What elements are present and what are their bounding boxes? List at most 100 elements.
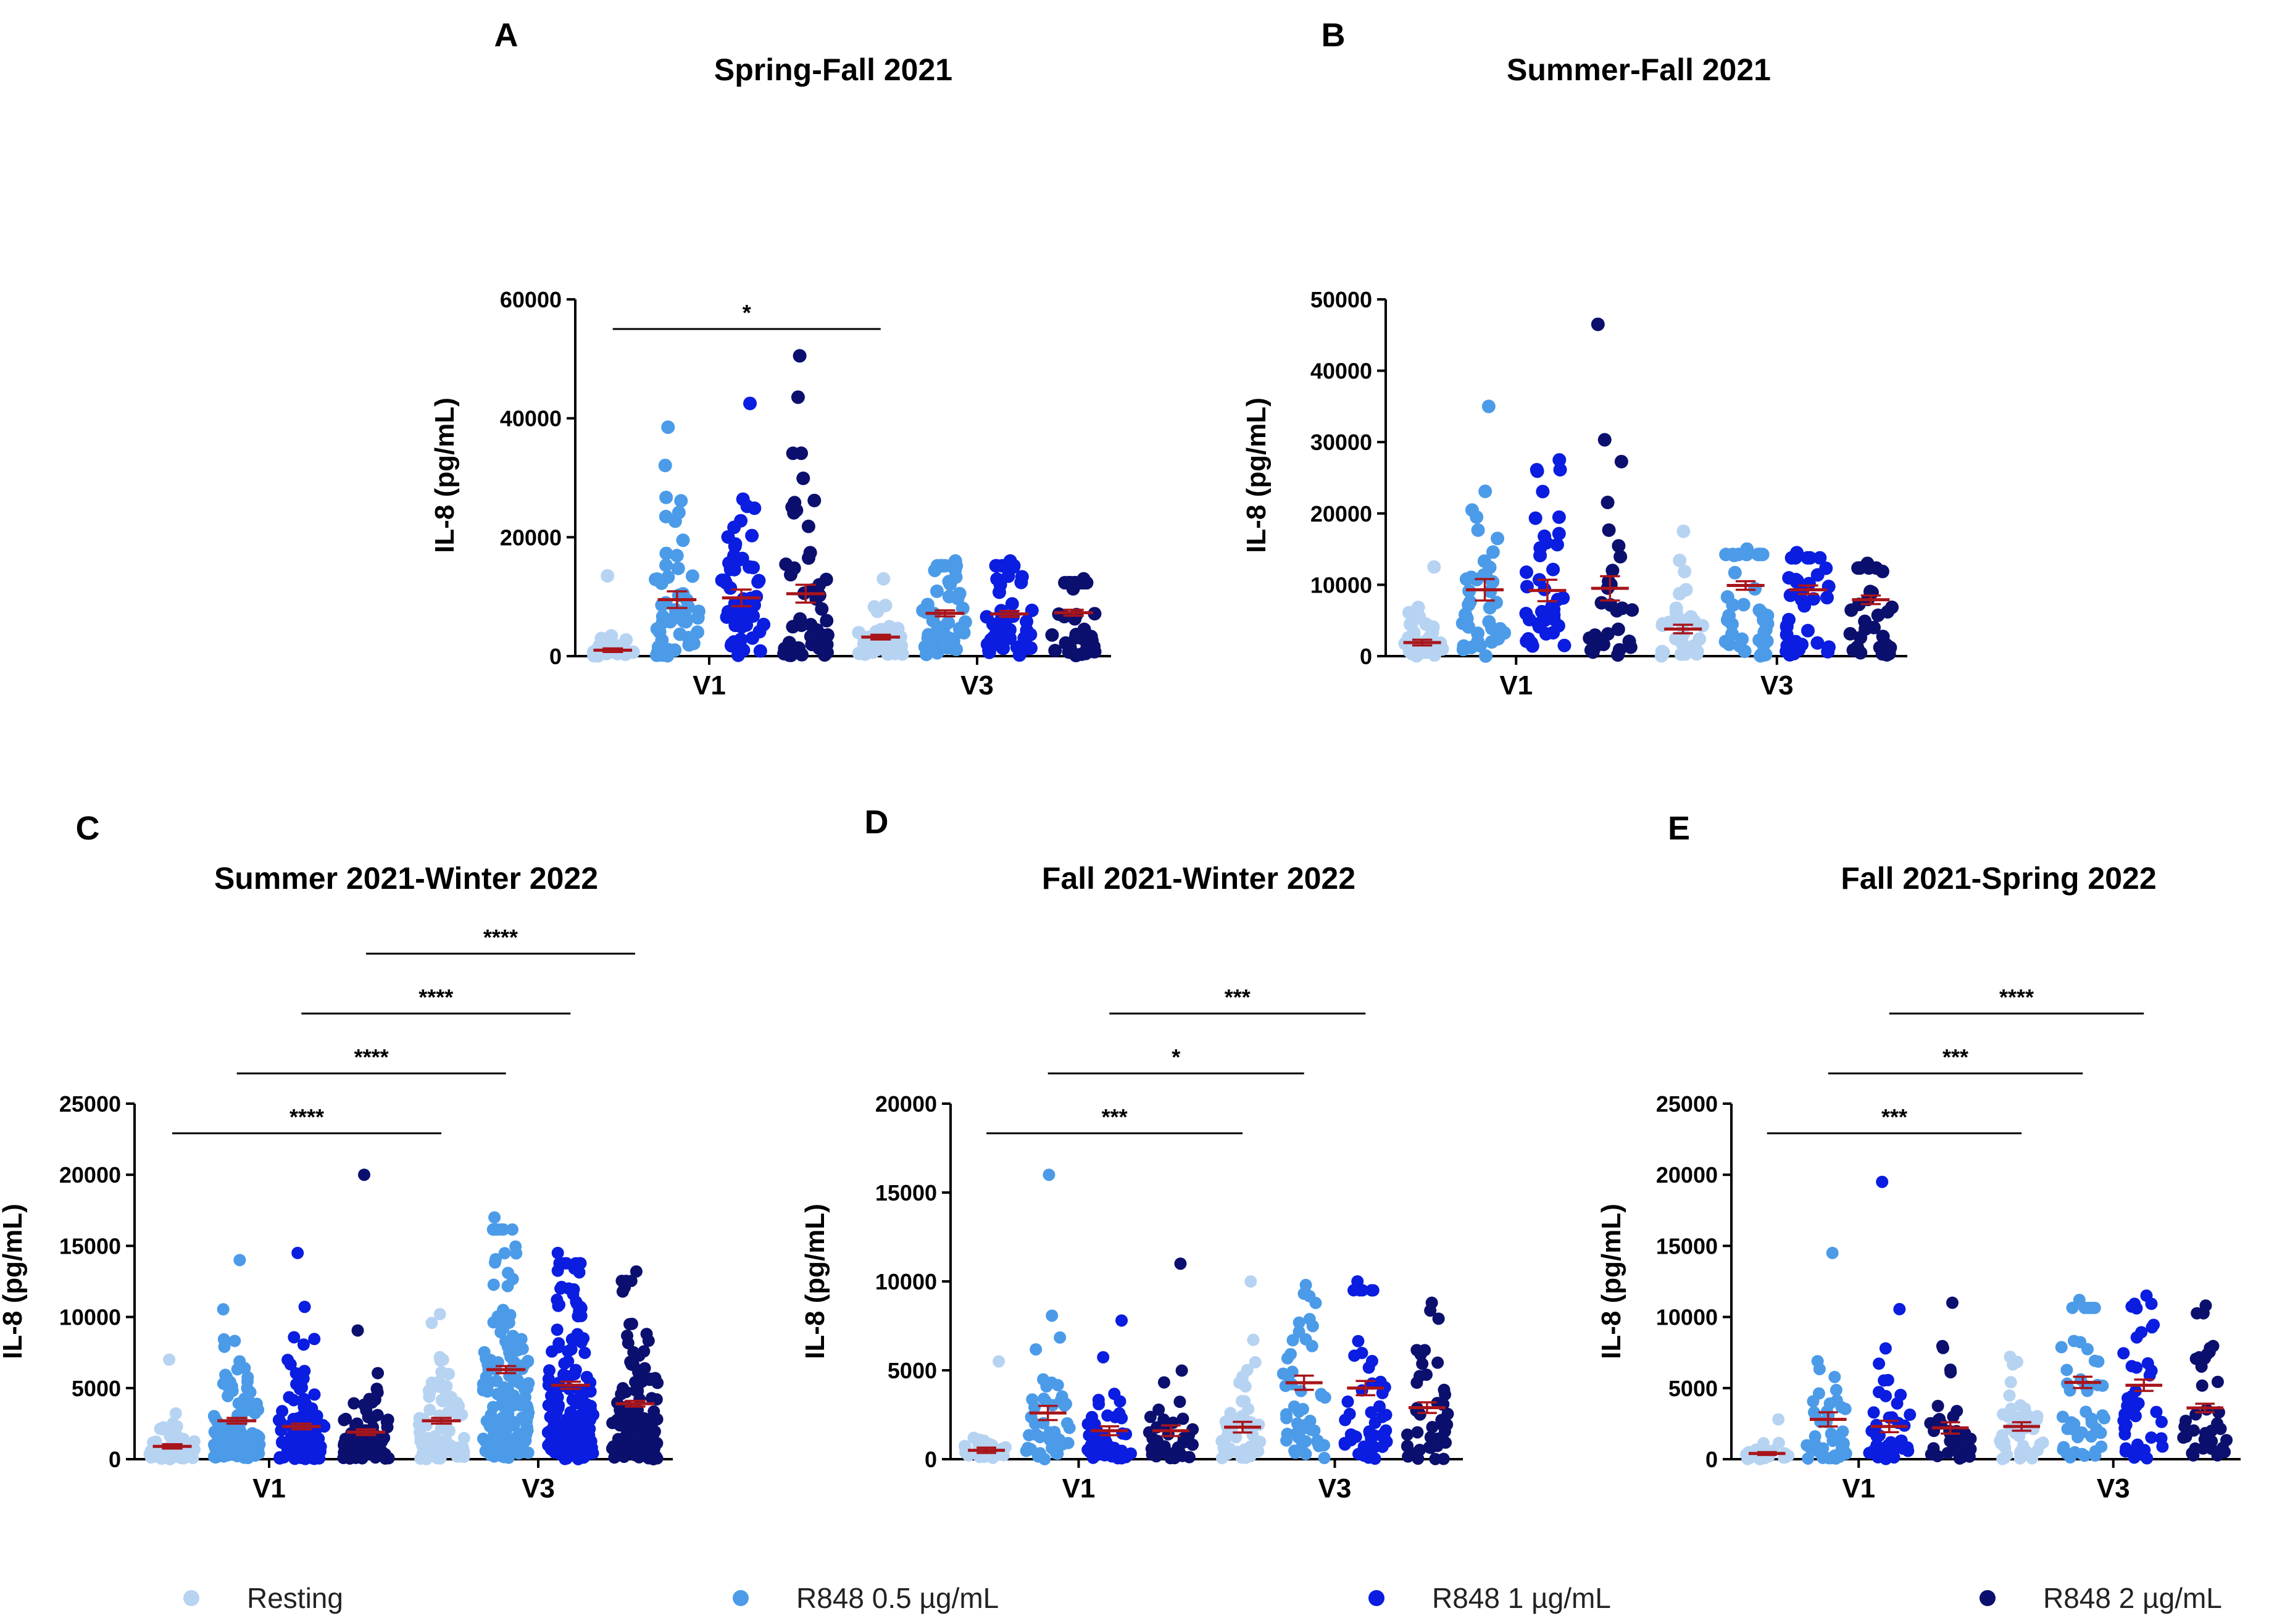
legend-item: R848 1 µg/mL <box>1368 1582 1611 1614</box>
data-point <box>544 1389 557 1402</box>
data-point <box>551 1323 564 1336</box>
data-point <box>1088 1418 1101 1431</box>
data-point <box>642 1335 655 1347</box>
data-point <box>308 1451 321 1464</box>
data-point <box>990 572 1004 586</box>
data-point <box>1306 1320 1319 1333</box>
data-point <box>504 1351 517 1364</box>
data-point <box>1656 646 1670 660</box>
data-point <box>2117 1347 2130 1360</box>
data-point <box>1144 1410 1157 1423</box>
data-point <box>1167 1416 1180 1429</box>
data-point <box>1844 603 1859 617</box>
y-tick-label: 25000 <box>1656 1091 1718 1117</box>
data-point <box>1276 1367 1289 1380</box>
data-point <box>210 1415 223 1428</box>
data-point <box>2094 1426 2107 1439</box>
data-point <box>812 588 826 602</box>
data-point <box>942 589 956 604</box>
data-point <box>481 1380 494 1393</box>
panels: A Spring-Fall 2021 IL-8 (pg/mL) 0 20000 40000… <box>0 17 2241 1504</box>
legend-item: R848 0.5 µg/mL <box>733 1582 999 1614</box>
data-point <box>498 1451 510 1464</box>
data-point <box>2200 1347 2213 1360</box>
data-point <box>1297 1287 1310 1300</box>
y-tick-label: 20000 <box>1656 1162 1718 1188</box>
data-point <box>1789 575 1804 589</box>
data-point <box>1825 1427 1838 1440</box>
data-point <box>520 1428 533 1441</box>
y-tick-label: 15000 <box>875 1180 937 1206</box>
data-point <box>1494 625 1509 639</box>
data-point <box>1612 539 1626 553</box>
data-point <box>1157 1413 1170 1426</box>
data-point <box>1115 1314 1128 1327</box>
data-point <box>1115 1412 1128 1425</box>
data-point <box>2091 1378 2104 1391</box>
data-point <box>2061 1422 2074 1435</box>
y-tick-label: 40000 <box>1310 359 1372 384</box>
data-point <box>2212 1446 2225 1459</box>
data-point <box>2122 1407 2135 1420</box>
data-point <box>572 1310 585 1323</box>
data-point <box>423 1404 436 1417</box>
data-point <box>169 1407 182 1420</box>
data-point <box>238 1451 251 1464</box>
data-point <box>580 1370 593 1383</box>
data-point <box>630 1265 643 1278</box>
data-point <box>867 600 881 614</box>
data-point <box>1625 603 1639 617</box>
data-point <box>241 1382 254 1395</box>
data-point <box>1478 485 1493 499</box>
data-point <box>1875 564 1889 578</box>
x-group-label: V1 <box>1062 1473 1096 1504</box>
data-point <box>633 1349 646 1362</box>
data-point <box>659 546 673 560</box>
data-point <box>541 1426 554 1439</box>
data-point <box>618 1417 631 1430</box>
data-point <box>1936 1341 1949 1354</box>
significance-label: *** <box>1942 1044 1968 1070</box>
data-point <box>277 1451 290 1464</box>
data-point <box>622 1336 635 1349</box>
y-tick-label: 20000 <box>500 525 562 550</box>
data-point <box>1602 523 1616 537</box>
data-point <box>308 1388 321 1401</box>
data-point <box>2055 1341 2068 1354</box>
data-point <box>488 1211 501 1224</box>
data-point <box>1236 1374 1249 1387</box>
significance-label: * <box>743 300 751 325</box>
data-point <box>676 533 690 548</box>
data-point <box>740 499 754 514</box>
data-point <box>2141 1452 2154 1465</box>
data-point <box>1249 1355 1262 1368</box>
data-point <box>793 612 807 626</box>
data-point <box>1183 1451 1196 1464</box>
data-point <box>1802 577 1816 591</box>
data-point <box>1879 1342 1892 1355</box>
data-point <box>1031 1450 1044 1463</box>
data-point <box>2067 1335 2080 1347</box>
data-point <box>1656 617 1670 631</box>
y-tick-label: 0 <box>1360 644 1372 669</box>
data-point <box>1546 562 1560 577</box>
y-tick-label: 50000 <box>1310 287 1372 312</box>
legend-marker <box>183 1590 199 1606</box>
data-point <box>628 1428 641 1441</box>
data-point <box>718 573 732 588</box>
data-point <box>2063 1384 2076 1397</box>
data-point <box>1726 548 1740 562</box>
data-point <box>480 1415 493 1428</box>
data-point <box>2018 1402 2031 1415</box>
data-point <box>1586 645 1600 659</box>
data-point <box>1309 1296 1322 1309</box>
y-tick-label: 10000 <box>59 1305 121 1330</box>
data-point <box>986 638 1000 652</box>
data-point <box>1530 462 1544 477</box>
panel-letter: A <box>494 17 518 54</box>
data-point <box>623 1318 636 1331</box>
data-point <box>557 1433 570 1446</box>
panel-c: C Summer 2021-Winter 2022 IL-8 (pg/mL) 0 500… <box>0 810 673 1504</box>
data-point <box>2145 1431 2158 1444</box>
data-point <box>670 549 684 563</box>
